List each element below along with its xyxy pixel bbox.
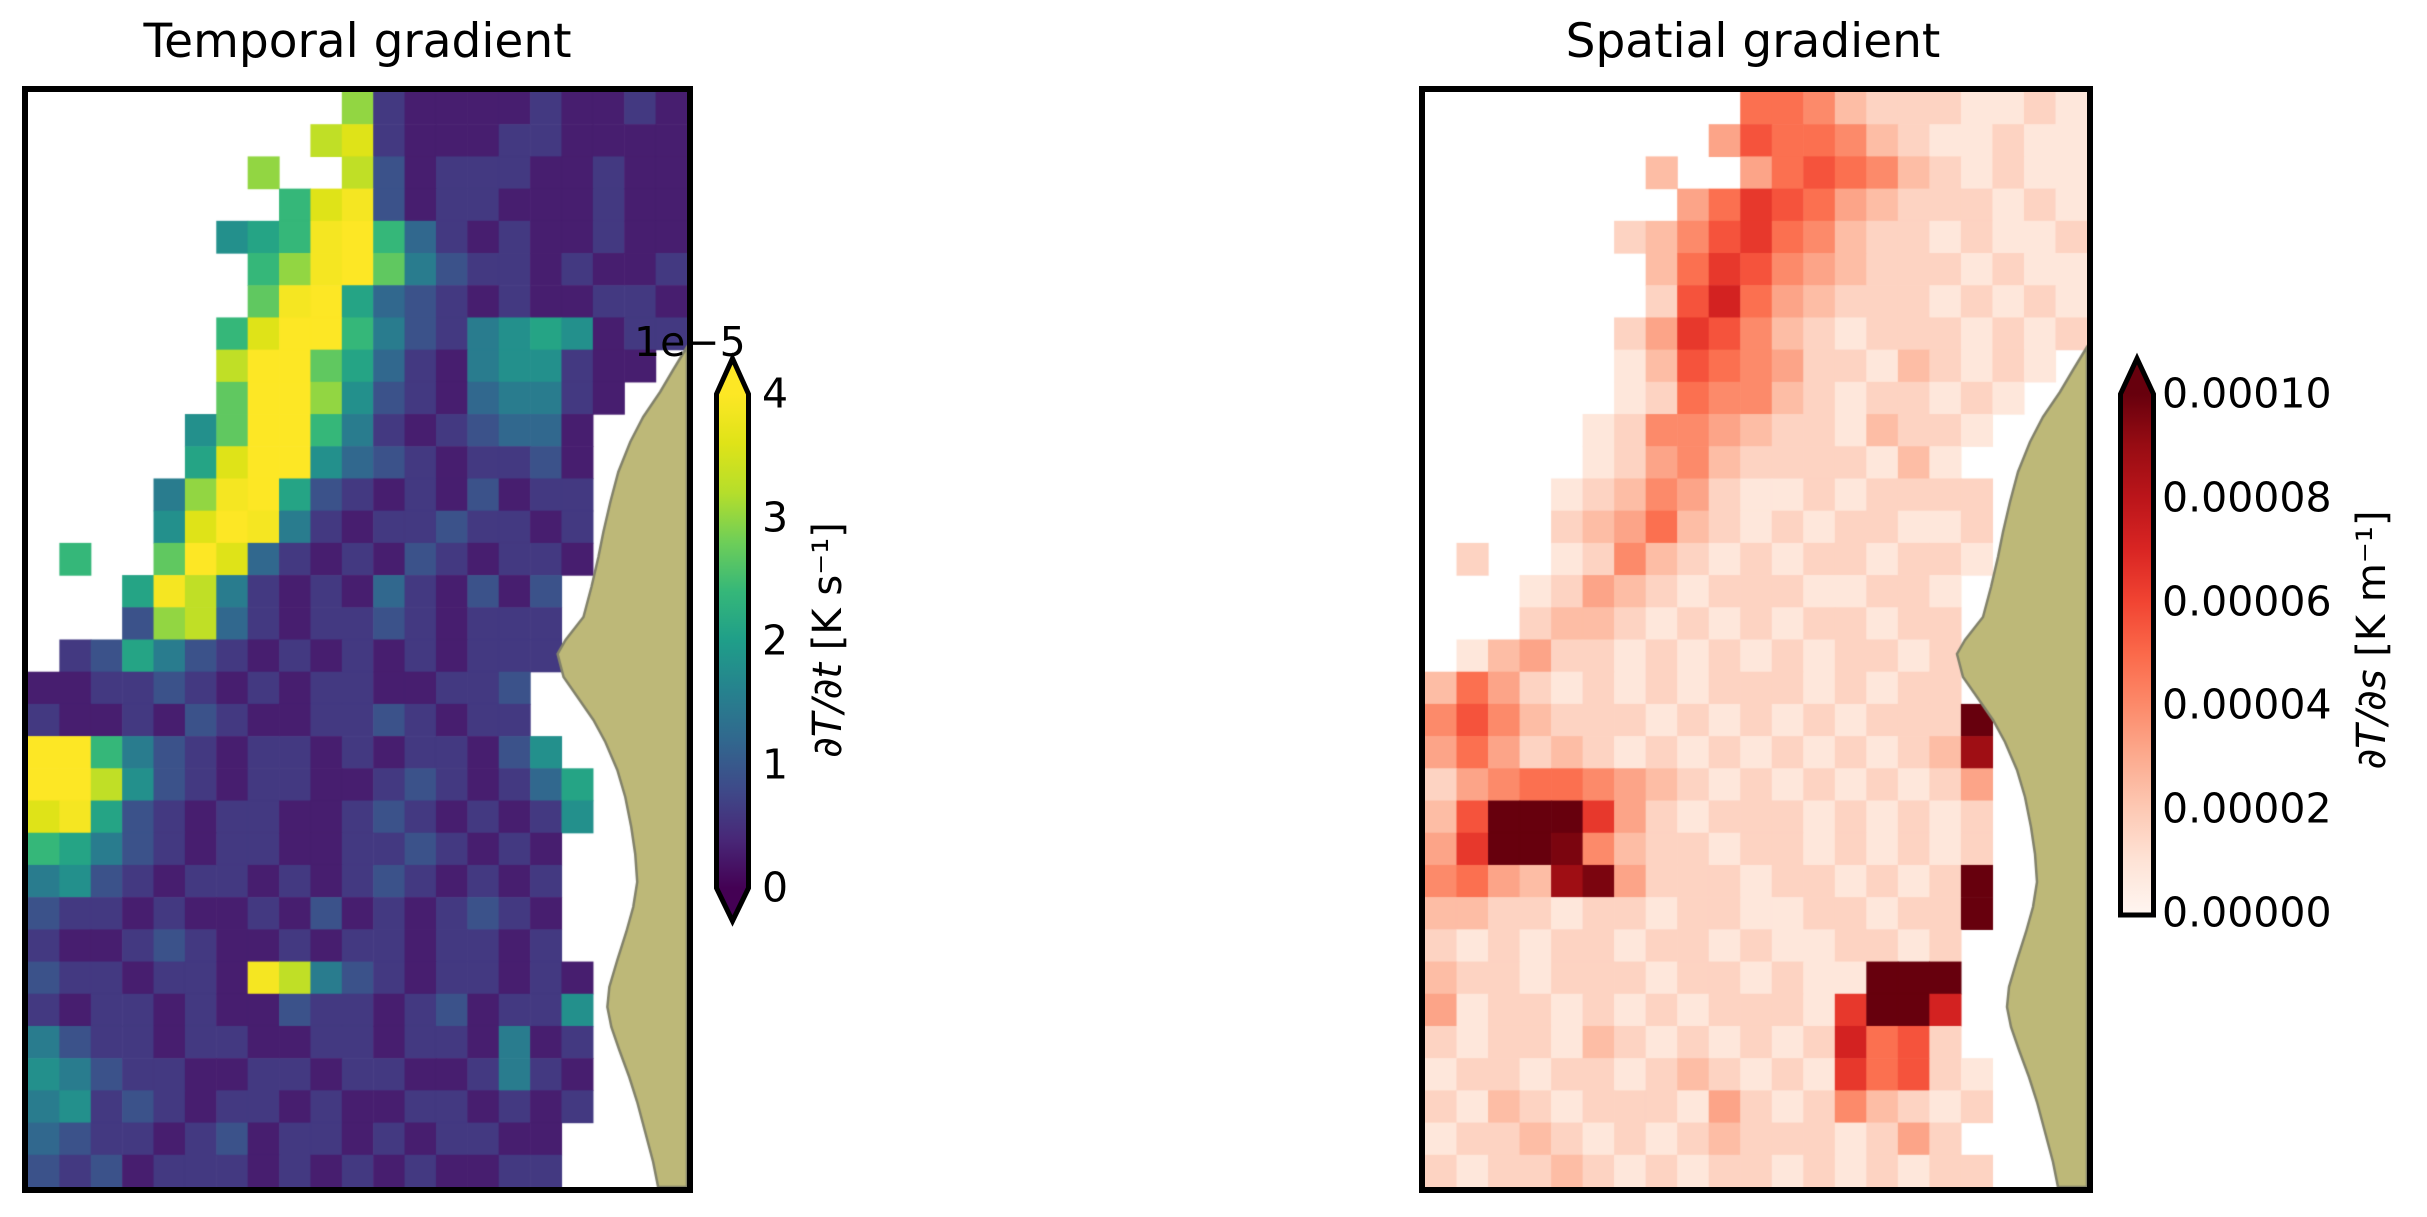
colorbar-tick-label: 0.00008 bbox=[2162, 473, 2332, 522]
temporal-colorbar-label-units: [K s⁻¹] bbox=[805, 522, 851, 663]
colorbar-tick-label: 1 bbox=[762, 740, 789, 788]
spatial-colorbar-label-math: ∂T/∂s bbox=[2349, 669, 2395, 770]
colorbar-tick-label: 0.00004 bbox=[2162, 680, 2332, 729]
temporal-colorbar-label: ∂T/∂t [K s⁻¹] bbox=[805, 522, 851, 758]
panel-title-temporal: Temporal gradient bbox=[143, 14, 572, 69]
colorbar-scale-offset-text: 1e−5 bbox=[634, 318, 746, 366]
temporal-gradient-map bbox=[22, 86, 693, 1193]
colorbar-tick-label: 2 bbox=[762, 616, 789, 665]
spatial-colorbar-bar bbox=[2118, 352, 2156, 918]
temporal-gradient-heatmap bbox=[28, 92, 687, 1187]
colorbar-tick-label: 3 bbox=[762, 493, 789, 541]
colorbar-tick-label: 0.00000 bbox=[2162, 888, 2332, 937]
temporal-colorbar-label-math: ∂T/∂t bbox=[805, 662, 851, 758]
colorbar-tick-label: 4 bbox=[762, 369, 789, 418]
colorbar-tick-label: 0 bbox=[762, 863, 789, 912]
spatial-colorbar-label: ∂T/∂s [K m⁻¹] bbox=[2349, 510, 2395, 770]
temporal-colorbar bbox=[714, 352, 751, 927]
spatial-colorbar bbox=[2118, 352, 2156, 918]
panel-title-spatial: Spatial gradient bbox=[1565, 14, 1941, 69]
spatial-colorbar-label-units: [K m⁻¹] bbox=[2349, 510, 2395, 670]
spatial-gradient-map bbox=[1419, 86, 2093, 1193]
spatial-gradient-heatmap bbox=[1425, 92, 2087, 1187]
temporal-colorbar-bar bbox=[714, 352, 751, 927]
colorbar-tick-label: 0.00002 bbox=[2162, 784, 2332, 833]
colorbar-tick-label: 0.00010 bbox=[2162, 369, 2332, 418]
colorbar-tick-label: 0.00006 bbox=[2162, 577, 2332, 626]
